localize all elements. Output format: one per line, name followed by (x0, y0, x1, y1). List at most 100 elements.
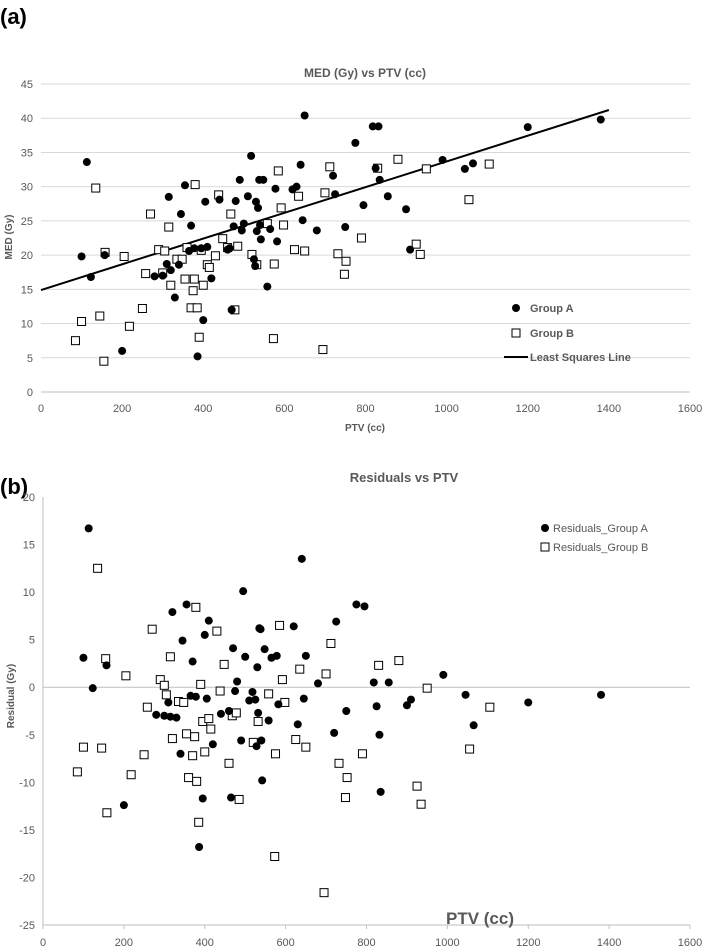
data-point-circle (86, 273, 95, 282)
data-point-circle (77, 252, 86, 261)
data-point-circle (174, 260, 183, 269)
legend-label-residuals-a: Residuals_Group A (553, 523, 648, 535)
data-point-circle (202, 694, 211, 703)
x-tick-label: 600 (276, 937, 294, 949)
y-tick-label: 40 (21, 113, 33, 125)
data-point-circle (176, 749, 185, 758)
data-point-circle (150, 272, 159, 281)
data-point-circle (438, 155, 447, 164)
data-point-circle (375, 730, 384, 739)
data-point-circle (359, 201, 368, 210)
data-point-square (264, 689, 274, 699)
x-tick-label: 1600 (678, 937, 702, 949)
data-point-square (196, 679, 206, 689)
data-point-square (161, 690, 171, 700)
x-tick-labels-a: 0 200 400 600 800 1000 1200 1400 1600 (38, 403, 702, 415)
data-point-circle (231, 687, 240, 696)
data-point-circle (176, 210, 185, 219)
x-tick-label: 600 (275, 403, 293, 415)
data-point-square (190, 732, 200, 742)
y-tick-label: 0 (27, 387, 33, 399)
data-point-square (318, 345, 328, 355)
data-point-square (95, 311, 105, 321)
data-point-circle (402, 701, 411, 710)
data-point-circle (596, 115, 605, 124)
data-point-square (253, 716, 263, 726)
data-point-square (295, 664, 305, 674)
data-point-square (180, 274, 190, 284)
data-point-square (210, 251, 220, 261)
y-tick-label: 15 (21, 284, 33, 296)
y-tick-label: 0 (29, 682, 35, 694)
data-point-circle (524, 698, 533, 707)
x-tick-label: 400 (194, 403, 212, 415)
data-point-square (165, 652, 175, 662)
data-point-circle (383, 192, 392, 201)
data-point-square (276, 203, 286, 213)
data-point-square (190, 180, 200, 190)
data-point-square (356, 233, 366, 243)
y-tick-label: 35 (21, 147, 33, 159)
data-point-circle (371, 164, 380, 173)
data-point-circle (88, 684, 97, 693)
data-point-circle (293, 720, 302, 729)
data-point-circle (312, 226, 321, 235)
x-tick-label: 1400 (597, 937, 621, 949)
legend-marker-residuals-b (540, 542, 550, 552)
data-point-square (357, 749, 367, 759)
data-point-circle (468, 159, 477, 168)
y-tick-label: -5 (25, 730, 35, 742)
data-point-square (192, 776, 202, 786)
data-point-circle (198, 794, 207, 803)
data-point-circle (332, 617, 341, 626)
data-point-circle (199, 316, 208, 325)
data-point-circle (254, 203, 263, 212)
data-point-square (194, 332, 204, 342)
y-tick-labels-a: 0 5 10 15 20 25 30 35 40 45 (21, 79, 33, 399)
data-point-square (226, 209, 236, 219)
legend-label-ls-line: Least Squares Line (530, 352, 631, 364)
data-point-square (325, 162, 335, 172)
data-point-circle (152, 710, 161, 719)
data-point-circle (251, 695, 260, 704)
data-point-circle (351, 138, 360, 147)
data-point-circle (252, 742, 261, 751)
data-point-circle (237, 226, 246, 235)
data-point-circle (102, 661, 111, 670)
data-point-square (164, 222, 174, 232)
data-point-circle (258, 776, 267, 785)
data-point-circle (227, 793, 236, 802)
data-point-circle (245, 696, 254, 705)
data-point-square (119, 251, 129, 261)
data-point-circle (164, 698, 173, 707)
data-point-square (269, 259, 279, 269)
data-point-square (277, 675, 287, 685)
data-point-square (200, 747, 210, 757)
data-point-square (422, 683, 432, 693)
data-point-circle (241, 652, 250, 661)
data-point-circle (271, 184, 280, 193)
x-tick-label: 1400 (597, 403, 621, 415)
data-point-square (77, 317, 87, 327)
y-tick-label: -20 (19, 872, 35, 884)
x-tick-label: 0 (40, 937, 46, 949)
data-point-circle (297, 554, 306, 563)
data-point-square (291, 735, 301, 745)
y-tick-label: 30 (21, 182, 33, 194)
x-tick-label: 1600 (678, 403, 702, 415)
data-point-square (166, 280, 176, 290)
data-point-square (485, 702, 495, 712)
data-point-square (206, 724, 216, 734)
data-point-circle (523, 123, 532, 132)
series-b (72, 524, 606, 898)
data-point-circle (248, 687, 257, 696)
data-point-circle (260, 645, 269, 654)
data-point-circle (178, 636, 187, 645)
data-point-circle (368, 122, 377, 131)
data-point-square (411, 239, 421, 249)
data-point-square (231, 708, 241, 718)
data-point-circle (172, 713, 181, 722)
y-tick-label: 10 (23, 587, 35, 599)
legend-label-group-a: Group A (530, 303, 574, 315)
data-point-square (465, 744, 475, 754)
